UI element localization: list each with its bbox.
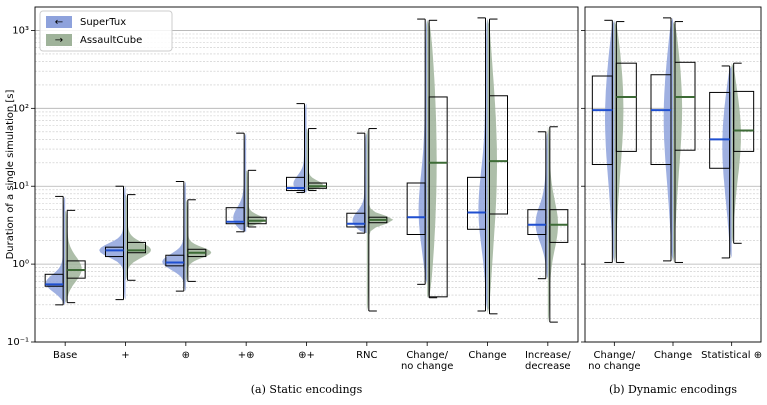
box: [286, 176, 305, 192]
x-tick-label: Increase/: [525, 350, 571, 361]
violin: [352, 133, 367, 234]
box: [709, 91, 731, 169]
box: [44, 273, 64, 287]
violin: [293, 103, 307, 193]
box: [650, 74, 672, 166]
x-tick-label: +: [121, 350, 129, 361]
violin: [605, 20, 615, 263]
y-tick-label: 10³: [12, 25, 29, 36]
box: [549, 209, 569, 243]
box: [674, 61, 696, 151]
violin: [614, 21, 624, 263]
box: [105, 246, 124, 258]
box: [733, 90, 755, 152]
violin: [478, 17, 488, 312]
legend-label: AssaultCube: [80, 35, 142, 46]
violin: [731, 63, 741, 244]
legend-symbol: →: [55, 35, 63, 46]
legend-frame: [39, 10, 173, 52]
violin: [535, 131, 548, 279]
x-tick-label: Change: [468, 350, 506, 361]
x-tick-label: no change: [588, 361, 640, 372]
violin: [418, 19, 428, 285]
box: [591, 75, 613, 166]
x-tick-label: no change: [401, 361, 453, 372]
legend-label: SuperTux: [80, 17, 126, 28]
y-axis-label: Duration of a single simulation [s]: [5, 89, 16, 259]
x-tick-label: ⊕: [182, 350, 190, 361]
box: [406, 182, 426, 235]
y-tick-label: 10¹: [12, 181, 29, 192]
box: [527, 209, 547, 235]
legend-symbol: ←: [55, 17, 63, 28]
x-tick-label: Base: [53, 350, 77, 361]
violin: [427, 20, 437, 298]
x-tick-label: RNC: [356, 350, 377, 361]
x-tick-label: +⊕: [238, 350, 255, 361]
y-tick-label: 10²: [12, 103, 29, 114]
violin: [487, 19, 497, 314]
violin: [663, 17, 673, 261]
box: [467, 176, 486, 230]
caption: (b) Dynamic encodings: [609, 383, 737, 396]
caption: (a) Static encodings: [251, 383, 363, 396]
y-tick-label: 10⁻¹: [7, 337, 29, 348]
box: [346, 212, 366, 228]
violin: [45, 196, 66, 305]
box: [428, 96, 448, 298]
x-tick-label: decrease: [525, 361, 571, 372]
legend-swatch: [46, 34, 72, 46]
violin: [233, 133, 247, 232]
x-tick-label: Change/: [406, 350, 448, 361]
x-tick-label: Statistical ⊕: [701, 350, 762, 361]
violin: [125, 194, 151, 281]
violin: [65, 210, 82, 303]
violin: [722, 65, 732, 258]
box: [489, 95, 508, 215]
x-tick-label: Change/: [594, 350, 636, 361]
legend-swatch: [46, 16, 72, 28]
box: [225, 207, 245, 225]
violin: [99, 186, 126, 300]
violin: [185, 199, 212, 282]
box: [127, 241, 146, 254]
violin: [162, 181, 186, 292]
violin: [673, 21, 683, 263]
violin: [246, 170, 265, 227]
box: [165, 254, 185, 267]
x-tick-label: Change: [654, 350, 692, 361]
box: [615, 62, 637, 152]
x-tick-label: ⊕+: [298, 350, 315, 361]
y-tick-label: 10⁰: [12, 259, 29, 270]
